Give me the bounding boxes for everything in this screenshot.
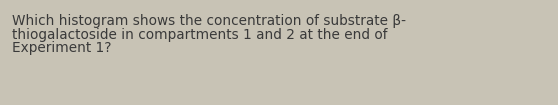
Text: Which histogram shows the concentration of substrate β-: Which histogram shows the concentration …: [12, 14, 406, 28]
Text: thiogalactoside in compartments 1 and 2 at the end of: thiogalactoside in compartments 1 and 2 …: [12, 28, 387, 41]
Text: Experiment 1?: Experiment 1?: [12, 41, 112, 55]
